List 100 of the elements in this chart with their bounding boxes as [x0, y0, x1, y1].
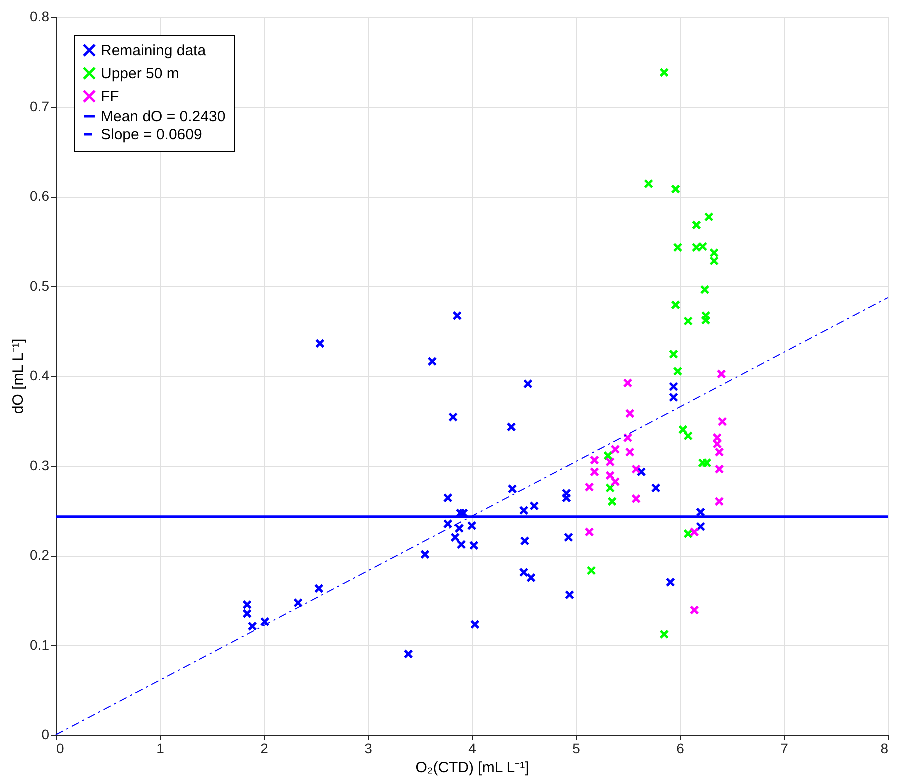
point: [684, 529, 694, 539]
legend-label: Remaining data: [101, 42, 207, 60]
x-tick-label: 2: [260, 740, 269, 756]
legend-label: Upper 50 m: [101, 66, 180, 82]
y-tick-label: 0.4: [30, 368, 50, 384]
point: [452, 311, 462, 321]
point: [443, 519, 453, 529]
point: [610, 477, 620, 487]
point: [508, 484, 518, 494]
point: [690, 527, 700, 537]
point: [314, 584, 324, 594]
point: [420, 550, 430, 560]
point: [456, 540, 466, 550]
point: [294, 598, 304, 608]
x-tick-label: 3: [364, 740, 373, 756]
point: [520, 536, 530, 546]
point: [714, 496, 724, 506]
point: [443, 493, 453, 503]
point: [625, 408, 635, 418]
y-tick-label: 0.8: [30, 8, 50, 24]
point: [470, 620, 480, 630]
point: [673, 242, 683, 252]
point: [632, 494, 642, 504]
point: [678, 425, 688, 435]
point: [610, 444, 620, 454]
point: [692, 220, 702, 230]
point: [704, 212, 714, 222]
point: [584, 527, 594, 537]
point: [690, 605, 700, 616]
point: [696, 522, 706, 532]
point: [584, 482, 594, 492]
point: [564, 590, 575, 600]
x-tick-label: 4: [468, 740, 477, 756]
point: [698, 458, 708, 468]
point: [714, 448, 724, 458]
point: [242, 600, 252, 610]
point: [606, 470, 616, 480]
point: [636, 467, 646, 477]
point: [315, 338, 325, 348]
x-tick-label: 5: [572, 740, 581, 756]
point: [530, 501, 540, 511]
y-tick-label: 0.6: [30, 188, 50, 204]
y-tick-label: 0.1: [30, 636, 50, 653]
point: [454, 524, 464, 534]
point: [671, 184, 681, 194]
x-tick-label: 1: [156, 740, 165, 756]
point: [586, 566, 596, 576]
point: [526, 573, 536, 583]
point: [590, 467, 600, 477]
legend-label: Slope = 0.0609: [101, 126, 202, 144]
point: [644, 179, 654, 189]
x-tick-label: 8: [880, 740, 889, 756]
point: [519, 568, 529, 578]
point: [700, 285, 710, 295]
point: [590, 456, 600, 466]
point: [668, 392, 679, 402]
point: [523, 379, 533, 389]
point: [450, 532, 460, 542]
y-tick-label: 0.5: [30, 278, 50, 294]
point: [673, 366, 683, 376]
x-tick-label: 7: [780, 740, 789, 756]
point: [608, 496, 618, 506]
x-tick-label: 6: [676, 740, 685, 756]
point: [710, 248, 720, 258]
point: [632, 464, 642, 474]
point: [660, 630, 670, 640]
point: [404, 649, 414, 660]
point: [625, 448, 635, 458]
point: [606, 457, 616, 467]
point: [710, 256, 720, 266]
y-tick-label: 0.2: [30, 547, 50, 563]
point: [684, 316, 694, 326]
point: [716, 369, 726, 379]
point: [651, 483, 661, 493]
point: [448, 412, 458, 422]
point: [671, 300, 681, 310]
y-tick-label: 0: [42, 726, 50, 742]
point: [660, 68, 670, 78]
point: [718, 416, 728, 427]
point: [668, 382, 679, 392]
point: [684, 431, 694, 441]
point: [714, 464, 724, 474]
point: [260, 617, 270, 627]
point: [668, 350, 679, 360]
point: [506, 422, 516, 432]
point: [606, 483, 616, 493]
point: [564, 532, 574, 542]
legend-label: FF: [101, 88, 120, 106]
point: [467, 521, 477, 531]
x-tick-label: 0: [56, 740, 64, 756]
point: [623, 378, 633, 388]
point: [242, 609, 252, 619]
point: [712, 433, 722, 443]
point: [469, 540, 479, 550]
point: [248, 622, 258, 632]
point: [623, 433, 633, 443]
point: [519, 506, 529, 516]
point: [603, 451, 614, 461]
point: [696, 508, 706, 518]
y-tick-label: 0.7: [30, 98, 50, 114]
